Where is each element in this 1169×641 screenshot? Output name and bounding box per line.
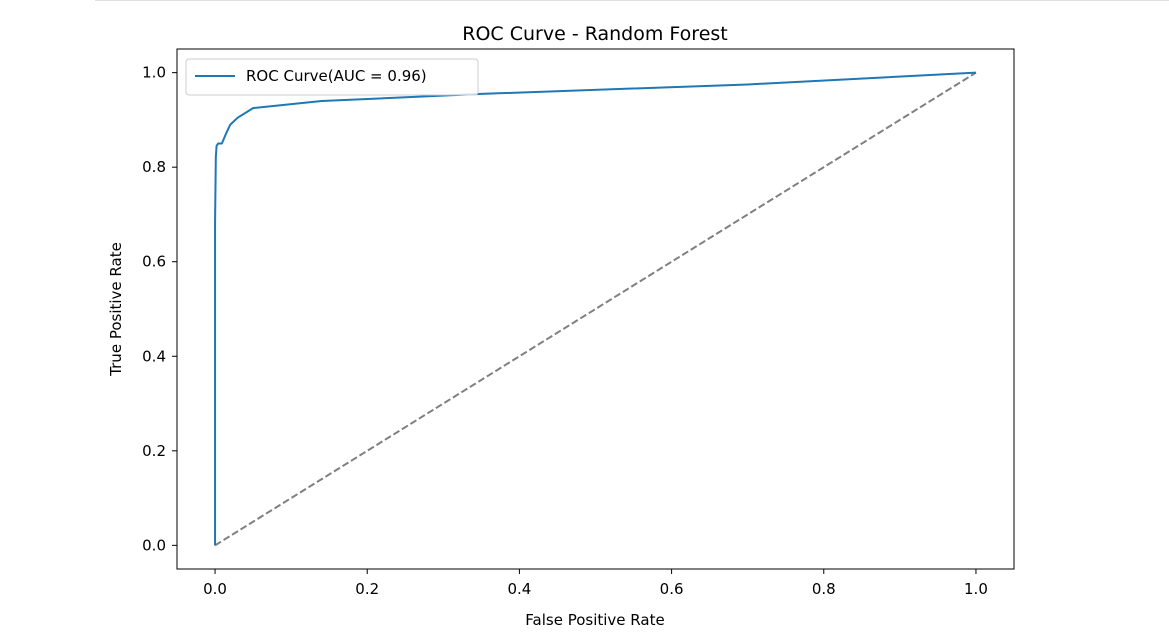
y-tick-label: 0.2 [142,442,166,460]
legend: ROC Curve(AUC = 0.96) [185,58,479,96]
diagonal-layer [214,71,977,547]
top-divider [95,0,1169,1]
y-axis-label: True Positive Rate [107,242,125,377]
x-axis-ticks: 0.0 0.2 0.4 0.6 0.8 1.0 [203,569,988,598]
legend-label: ROC Curve(AUC = 0.96) [246,67,427,85]
y-tick-label: 0.4 [142,347,166,365]
x-tick-label: 0.2 [355,580,379,598]
x-tick-label: 0.4 [507,580,531,598]
chart-title: ROC Curve - Random Forest [462,23,727,45]
x-tick-label: 0.8 [812,580,836,598]
y-tick-label: 0.6 [142,253,166,271]
x-tick-label: 0.0 [203,580,227,598]
diagonal-reference-line [214,71,977,547]
legend-box [185,58,479,96]
y-tick-label: 0.0 [142,536,166,554]
x-tick-label: 0.6 [660,580,684,598]
y-axis-ticks: 0.0 0.2 0.4 0.6 0.8 1.0 [142,64,177,554]
x-tick-label: 1.0 [964,580,988,598]
plot-frame [176,48,1015,570]
y-tick-label: 1.0 [142,64,166,82]
x-axis-label: False Positive Rate [525,611,664,629]
y-tick-label: 0.8 [142,158,166,176]
